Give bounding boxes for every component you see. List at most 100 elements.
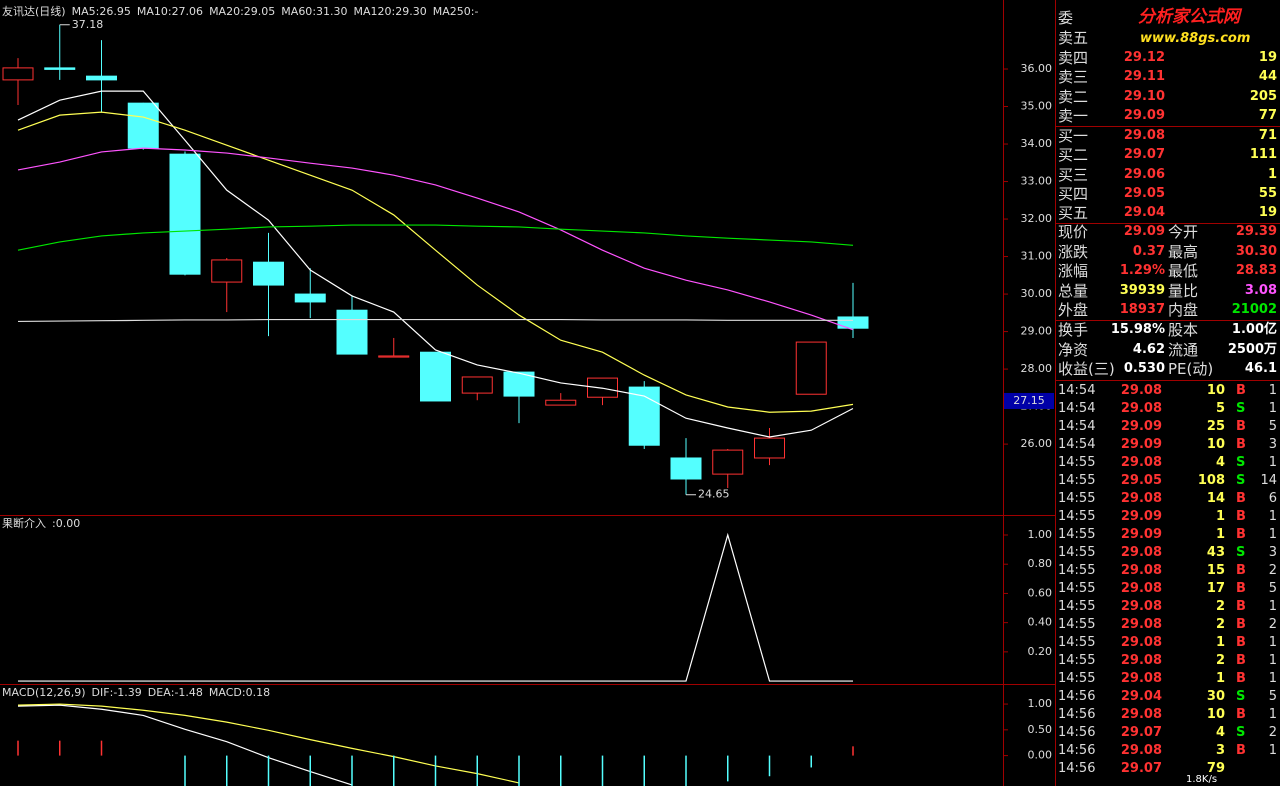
stat-value: 2500万 <box>1227 341 1277 357</box>
legend-text: : <box>242 686 246 699</box>
logo-url: www.88gs.com <box>1140 31 1251 46</box>
candle-body <box>712 449 744 475</box>
legend-text: MA250 <box>433 5 471 18</box>
book-label: 买五 <box>1058 204 1089 223</box>
legend-text: 29.30 <box>395 5 427 18</box>
trade-count: 2 <box>1268 617 1277 632</box>
stat-value: 1.00亿 <box>1231 322 1277 337</box>
trade-volume: 10 <box>1206 437 1225 452</box>
trade-time: 14:54 <box>1058 383 1096 398</box>
legend-text: - <box>475 5 479 18</box>
line <box>17 318 853 323</box>
trade-count: 14 <box>1260 473 1277 488</box>
legend-text: : <box>240 5 244 18</box>
stat-value: 39939 <box>1119 282 1165 298</box>
legend-text: : <box>312 5 316 18</box>
stat-value: 0.530 <box>1123 361 1165 377</box>
legend-text: MACD <box>209 686 242 699</box>
trade-count: 1 <box>1268 671 1277 686</box>
book-label: 买二 <box>1058 146 1089 165</box>
trade-price: 29.08 <box>1120 491 1162 506</box>
macd-bar <box>643 755 645 786</box>
legend-text: 27.06 <box>172 5 204 18</box>
candle-body <box>795 341 827 395</box>
trade-count: 1 <box>1268 599 1277 614</box>
stat-label: 最高 <box>1168 242 1199 261</box>
trade-side: B <box>1236 437 1246 452</box>
trade-count: 5 <box>1268 419 1277 434</box>
trade-time: 14:55 <box>1058 545 1096 560</box>
macd-bar <box>560 755 562 786</box>
book-price: 29.09 <box>1123 107 1165 123</box>
book-price: 29.07 <box>1123 147 1165 163</box>
book-price: 29.06 <box>1123 166 1165 182</box>
legend-text: : <box>96 5 100 18</box>
trade-price: 29.08 <box>1120 581 1162 596</box>
trade-time: 14:55 <box>1058 617 1096 632</box>
trade-price: 29.08 <box>1120 401 1162 416</box>
macd-bar <box>100 740 103 756</box>
legend-text: MA10 <box>137 5 168 18</box>
trade-price: 29.08 <box>1120 707 1162 722</box>
candle-body <box>336 309 368 355</box>
stat-value: 0.37 <box>1132 243 1165 259</box>
book-price: 29.04 <box>1123 205 1165 221</box>
trade-price: 29.09 <box>1120 527 1162 542</box>
trade-price: 29.08 <box>1120 383 1162 398</box>
y-tick-label: 34.00 <box>1021 137 1053 150</box>
candle-body <box>420 351 451 402</box>
candle-body <box>754 437 785 459</box>
y-tick-label: 0.60 <box>1028 586 1053 599</box>
low-label: 24.65 <box>698 488 730 501</box>
trade-side: S <box>1236 401 1246 416</box>
stat-value: 15.98% <box>1110 322 1165 337</box>
book-volume: 19 <box>1258 50 1277 65</box>
candle-body <box>461 376 493 394</box>
macd-bar <box>518 755 520 786</box>
trade-side: S <box>1236 545 1246 560</box>
legend-text: MA120 <box>354 5 392 18</box>
stat-value: 30.30 <box>1235 243 1277 259</box>
trade-time: 14:54 <box>1058 419 1096 434</box>
stat-label: 收益(三) <box>1058 360 1115 379</box>
macd-bar <box>351 755 353 786</box>
trade-volume: 2 <box>1215 653 1225 668</box>
candle-body <box>545 399 577 406</box>
trade-side: B <box>1236 491 1246 506</box>
y-tick-label: 33.00 <box>1021 175 1053 188</box>
macd-bar <box>727 755 729 782</box>
trade-volume: 15 <box>1206 563 1225 578</box>
trade-time: 14:54 <box>1058 401 1096 416</box>
trade-side: B <box>1236 743 1246 758</box>
trade-volume: 1 <box>1215 635 1225 650</box>
legend-text: : <box>168 5 172 18</box>
legend-text: : <box>392 5 396 18</box>
trade-time: 14:55 <box>1058 491 1096 506</box>
trade-volume: 10 <box>1206 707 1225 722</box>
trade-count: 1 <box>1268 383 1277 398</box>
trade-price: 29.09 <box>1120 419 1162 434</box>
stat-value: 28.83 <box>1235 263 1277 279</box>
y-tick-label: 29.00 <box>1021 325 1053 338</box>
trade-time: 14:56 <box>1058 761 1096 776</box>
trade-price: 29.09 <box>1120 437 1162 452</box>
trade-price: 29.08 <box>1120 563 1162 578</box>
trade-time: 14:55 <box>1058 509 1096 524</box>
trade-volume: 30 <box>1206 689 1225 704</box>
trade-price: 29.05 <box>1120 473 1162 488</box>
candle-body <box>628 386 660 446</box>
stat-label: 流通 <box>1168 340 1199 359</box>
trade-volume: 4 <box>1215 725 1225 740</box>
trade-volume: 108 <box>1197 473 1225 488</box>
trade-price: 29.07 <box>1120 761 1162 776</box>
legend-text: 29.05 <box>244 5 276 18</box>
y-tick-label: 1.00 <box>1028 528 1053 541</box>
book-label: 买三 <box>1058 165 1089 184</box>
price-marker-label: 27.15 <box>1013 394 1045 407</box>
legend-text: DIF <box>92 686 110 699</box>
trade-volume: 3 <box>1215 743 1225 758</box>
trade-side: B <box>1236 653 1246 668</box>
book-price: 29.05 <box>1123 185 1165 201</box>
legend-text: 0.18 <box>246 686 271 699</box>
